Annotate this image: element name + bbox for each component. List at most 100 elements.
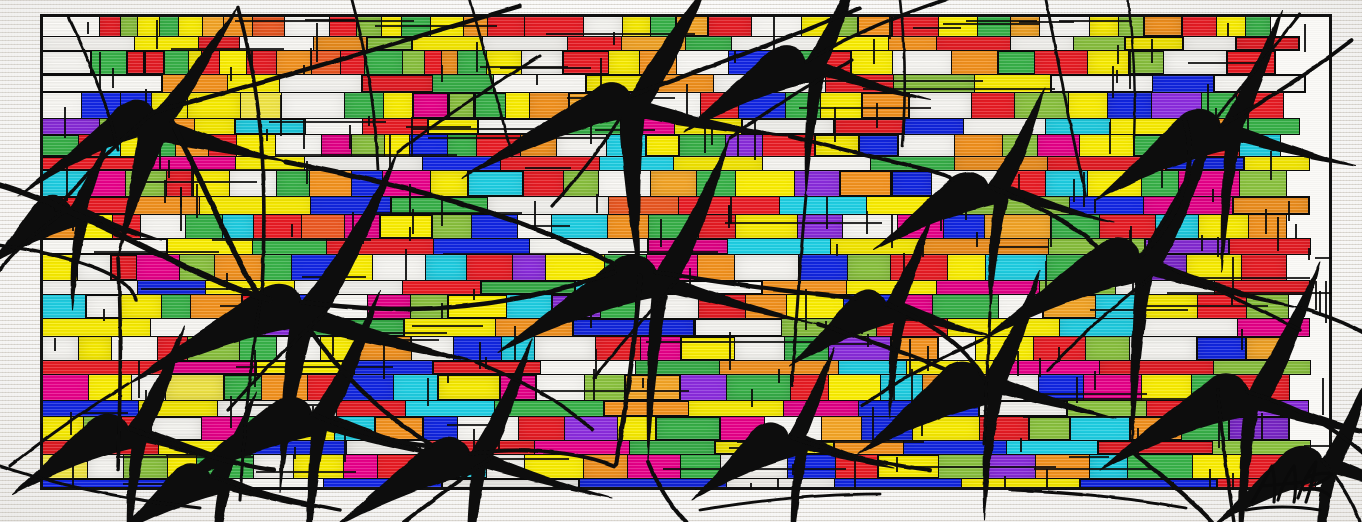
mosaic-cell <box>290 254 338 281</box>
mosaic-cell <box>877 454 940 479</box>
mosaic-cell <box>422 156 503 171</box>
mosaic-cell <box>1179 134 1242 157</box>
mosaic-cell <box>80 92 122 119</box>
mosaic-cell <box>109 254 138 281</box>
mosaic-cell <box>78 336 114 361</box>
mosaic-cell <box>835 454 879 479</box>
mosaic-cell <box>262 254 293 281</box>
mosaic-cell <box>40 478 198 490</box>
mosaic-cell <box>725 374 792 401</box>
mosaic-cell <box>678 134 727 157</box>
mosaic-cell <box>40 92 83 119</box>
mosaic-cell <box>826 36 890 51</box>
mosaic-cell <box>977 14 1012 37</box>
mosaic-cell <box>1145 254 1188 281</box>
mosaic-cell <box>603 400 690 417</box>
mosaic-cell <box>1228 374 1291 401</box>
mosaic-cell <box>919 238 1050 255</box>
mosaic-cell <box>1037 134 1081 157</box>
mosaic-cell <box>233 118 307 135</box>
mosaic-cell <box>85 294 122 319</box>
mosaic-row <box>40 374 1332 401</box>
mosaic-cell <box>761 280 848 295</box>
mosaic-cell <box>1150 92 1203 119</box>
mosaic-cell <box>601 92 648 119</box>
mosaic-cell <box>1082 374 1143 401</box>
mosaic-cell <box>1245 14 1272 37</box>
mosaic-cell <box>251 238 328 255</box>
mosaic-cell <box>1237 318 1310 337</box>
mosaic-cell <box>946 254 987 281</box>
mosaic-cell <box>856 14 894 37</box>
mosaic-cell <box>647 214 700 239</box>
mosaic-cell <box>303 156 424 171</box>
mosaic-field <box>40 14 1332 490</box>
mosaic-cell <box>679 454 722 479</box>
mosaic-cell <box>1123 36 1185 51</box>
mosaic-cell <box>889 336 940 361</box>
mosaic-cell <box>1243 156 1310 171</box>
mosaic-row <box>40 454 1332 479</box>
mosaic-cell <box>139 214 187 239</box>
mosaic-cell <box>166 360 257 375</box>
mosaic-cell <box>819 92 863 119</box>
mosaic-cell <box>205 280 296 295</box>
mosaic-cell <box>529 92 570 119</box>
mosaic-cell <box>1192 454 1247 479</box>
mosaic-cell <box>235 134 277 157</box>
mosaic-cell <box>1044 118 1112 135</box>
mosaic-cell <box>1213 280 1310 295</box>
mosaic-cell <box>523 14 585 37</box>
mosaic-row <box>40 478 1332 490</box>
mosaic-cell <box>646 238 729 255</box>
mosaic-cell <box>892 50 953 75</box>
mosaic-cell <box>275 134 323 157</box>
mosaic-cell <box>798 254 849 281</box>
mosaic-cell <box>40 170 92 197</box>
mosaic-cell <box>1095 294 1140 319</box>
mosaic-cell <box>727 238 832 255</box>
mosaic-cell <box>164 374 225 401</box>
mosaic-cell <box>908 92 974 119</box>
mosaic-cell <box>902 440 1008 455</box>
mosaic-cell <box>833 440 905 455</box>
mosaic-cell <box>643 280 764 295</box>
mosaic-cell <box>492 74 587 93</box>
mosaic-row <box>40 196 1332 215</box>
mosaic-cell <box>828 374 882 401</box>
mosaic-cell <box>654 416 722 441</box>
mosaic-cell <box>355 336 413 361</box>
mosaic-cell <box>726 478 836 490</box>
mosaic-cell <box>476 134 522 157</box>
mosaic-cell <box>1197 214 1251 239</box>
mosaic-cell <box>943 214 986 239</box>
mosaic-cell <box>293 280 404 295</box>
mosaic-cell <box>728 50 779 75</box>
mosaic-cell <box>786 454 837 479</box>
mosaic-cell <box>40 440 160 455</box>
mosaic-cell <box>583 374 626 401</box>
mosaic-cell <box>1118 14 1145 37</box>
mosaic-cell <box>384 134 411 157</box>
mosaic-cell <box>1227 416 1291 441</box>
mosaic-cell <box>1079 478 1219 490</box>
mosaic-cell <box>594 336 642 361</box>
mosaic-cell <box>1239 170 1288 197</box>
mosaic-cell <box>361 118 429 135</box>
mosaic-cell <box>393 374 440 401</box>
mosaic-cell <box>860 92 911 119</box>
mosaic-cell <box>197 36 241 51</box>
mosaic-cell <box>896 214 945 239</box>
mosaic-cell <box>77 254 112 281</box>
mosaic-cell <box>520 134 558 157</box>
mosaic-row <box>40 294 1332 319</box>
mosaic-cell <box>675 14 710 37</box>
mosaic-cell <box>122 454 169 479</box>
mosaic-cell <box>99 14 122 37</box>
mosaic-cell <box>938 14 979 37</box>
mosaic-cell <box>136 254 181 281</box>
mosaic-cell <box>780 318 878 337</box>
mosaic-cell <box>1237 118 1300 135</box>
mosaic-cell <box>827 336 892 361</box>
mosaic-row <box>40 92 1332 119</box>
